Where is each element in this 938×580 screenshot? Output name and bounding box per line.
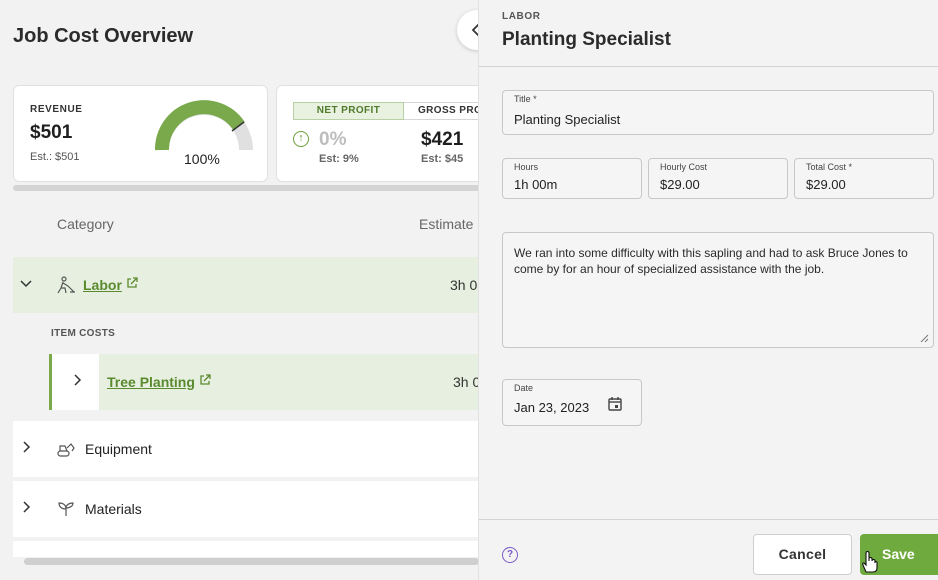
date-field-value[interactable]: Jan 23, 2023 [514, 400, 590, 415]
pointer-cursor-icon [862, 550, 878, 573]
labor-link[interactable]: Labor [83, 277, 122, 293]
tree-planting-expander[interactable] [52, 354, 99, 410]
cards-scrollbar[interactable] [13, 185, 478, 191]
title-field-value[interactable]: Planting Specialist [514, 112, 621, 127]
hours-field-value[interactable]: 1h 00m [514, 177, 558, 192]
total-cost-field-label: Total Cost * [806, 162, 853, 172]
profit-card: NET PROFIT GROSS PRO ↑ 0% Est: 9% $421 E… [276, 85, 478, 182]
tab-net-profit[interactable]: NET PROFIT [293, 102, 404, 120]
gross-profit-value: $421 [421, 129, 464, 150]
revenue-card: REVENUE $501 Est.: $501 100% [13, 85, 268, 182]
hours-field-label: Hours [514, 162, 539, 172]
category-row-materials[interactable]: Materials [13, 481, 478, 537]
chevron-right-icon[interactable] [70, 373, 84, 387]
page-title: Job Cost Overview [13, 25, 194, 47]
drawer-title: Planting Specialist [502, 29, 671, 50]
item-row-tree-planting[interactable]: Tree Planting 3h 0 [49, 354, 478, 410]
category-row-equipment[interactable]: Equipment [13, 421, 478, 477]
revenue-estimate: Est.: $501 [30, 151, 80, 163]
chevron-right-icon[interactable] [19, 500, 33, 514]
sprout-icon [58, 502, 74, 516]
column-header-estimate: Estimate [419, 216, 474, 232]
revenue-gauge-percent: 100% [184, 151, 220, 167]
notes-textarea[interactable]: We ran into some difficulty with this sa… [502, 232, 934, 348]
drawer-kicker: LABOR [502, 11, 541, 22]
revenue-label: REVENUE [30, 104, 83, 115]
chevron-left-icon [471, 23, 480, 37]
tree-planting-estimate: 3h 0 [453, 374, 478, 390]
chevron-down-icon[interactable] [19, 276, 33, 290]
cancel-button[interactable]: Cancel [753, 534, 852, 575]
revenue-value: $501 [30, 122, 73, 143]
materials-label: Materials [85, 501, 142, 517]
total-cost-field[interactable]: Total Cost * $29.00 [794, 158, 934, 199]
title-field-label: Title * [514, 94, 537, 104]
date-field[interactable]: Date Jan 23, 2023 [502, 379, 642, 426]
column-header-category: Category [57, 216, 114, 232]
item-costs-header: ITEM COSTS [51, 328, 116, 339]
tab-gross-profit[interactable]: GROSS PRO [404, 102, 478, 120]
net-profit-value: 0% [319, 129, 347, 150]
hourly-cost-field[interactable]: Hourly Cost $29.00 [648, 158, 788, 199]
total-cost-field-value[interactable]: $29.00 [806, 177, 846, 192]
hourly-cost-field-value[interactable]: $29.00 [660, 177, 700, 192]
category-row-partial [13, 541, 478, 557]
calendar-icon[interactable] [607, 396, 623, 412]
external-link-icon[interactable] [199, 374, 211, 386]
table-scrollbar[interactable] [24, 558, 478, 565]
equipment-label: Equipment [85, 441, 152, 457]
arrow-up-circle-icon: ↑ [293, 131, 309, 147]
revenue-gauge [154, 100, 253, 151]
worker-icon [57, 276, 75, 294]
labor-item-drawer: LABOR Planting Specialist Title * Planti… [478, 0, 938, 580]
labor-estimate: 3h 0 [450, 277, 478, 293]
resize-grip-icon[interactable] [920, 334, 929, 343]
gross-profit-estimate: Est: $45 [421, 153, 464, 165]
hourly-cost-field-label: Hourly Cost [660, 162, 708, 172]
hours-field[interactable]: Hours 1h 00m [502, 158, 642, 199]
drawer-header: LABOR Planting Specialist [479, 0, 938, 67]
excavator-icon [57, 443, 75, 457]
job-cost-overview-panel: Job Cost Overview REVENUE $501 Est.: $50… [13, 25, 478, 565]
help-icon[interactable]: ? [502, 547, 518, 563]
title-field[interactable]: Title * Planting Specialist [502, 90, 934, 135]
category-row-labor[interactable]: Labor 3h 0 [13, 257, 478, 313]
tree-planting-link[interactable]: Tree Planting [107, 374, 195, 390]
notes-text[interactable]: We ran into some difficulty with this sa… [514, 246, 908, 276]
drawer-footer: ? Cancel Save [479, 519, 938, 580]
date-field-label: Date [514, 383, 534, 393]
chevron-right-icon[interactable] [19, 440, 33, 454]
external-link-icon[interactable] [126, 277, 138, 289]
net-profit-estimate: Est: 9% [319, 153, 359, 165]
